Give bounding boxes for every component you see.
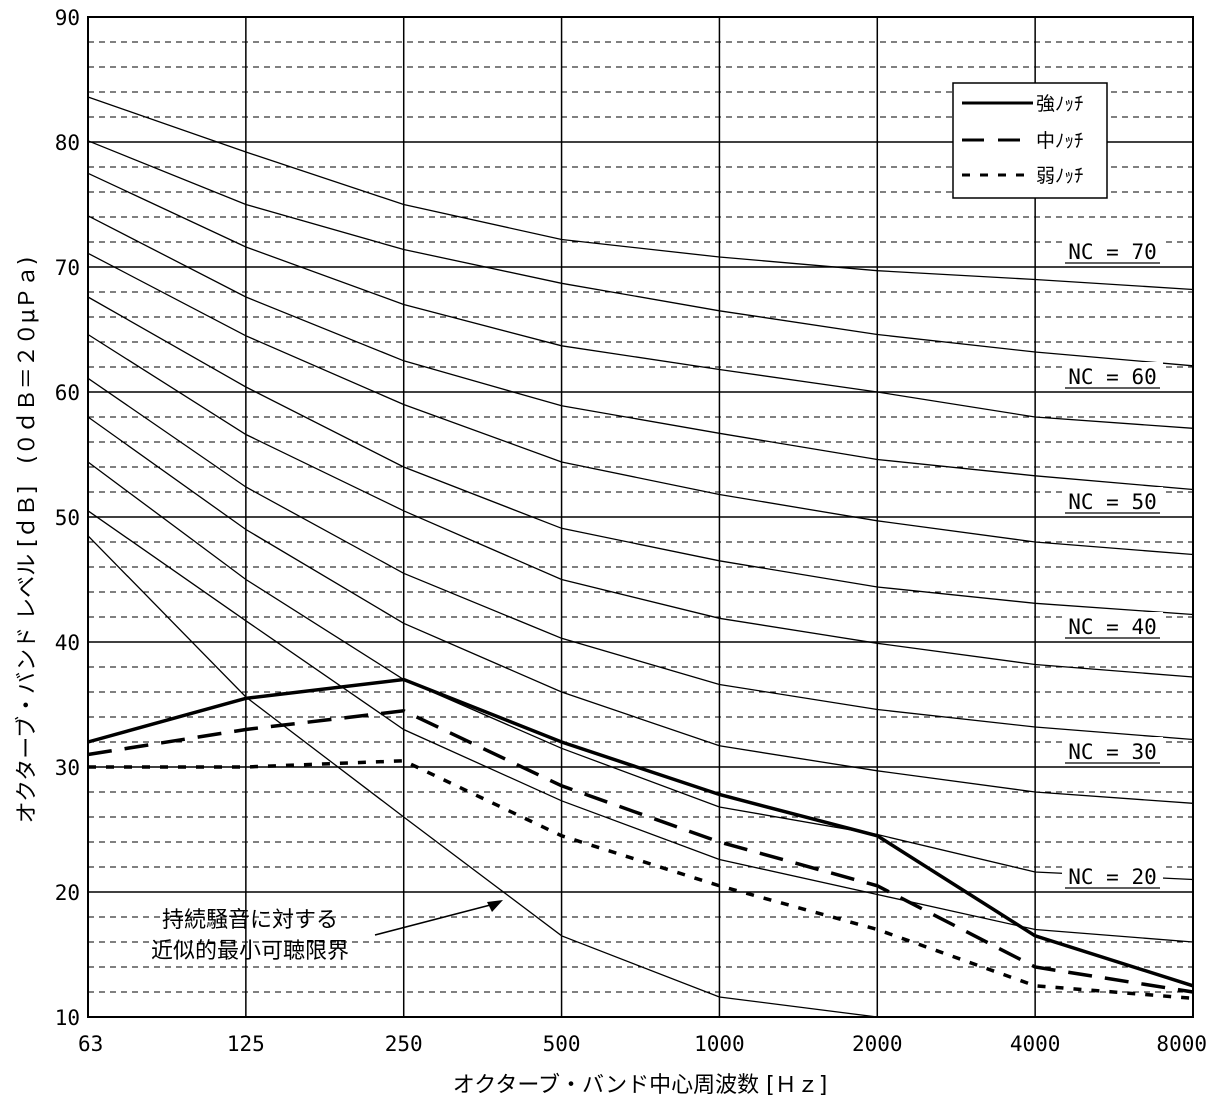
- nc-curve-1: [87, 140, 1194, 367]
- nc-curve-9: [87, 461, 1194, 881]
- nc-curve-8: [87, 416, 1194, 804]
- annotation-line-2: 近似的最小可聴限界: [151, 939, 349, 964]
- y-tick-label: 50: [55, 506, 80, 530]
- y-tick-label: 90: [55, 6, 80, 30]
- nc-label: NC = 40: [1068, 615, 1157, 639]
- x-axis-label: オクターブ・バンド中心周波数 [Ｈｚ]: [453, 1073, 828, 1098]
- x-tick-label: 2000: [852, 1032, 903, 1056]
- nc-label: NC = 60: [1068, 365, 1157, 389]
- y-tick-label: 30: [55, 756, 80, 780]
- y-tick-label: 20: [55, 881, 80, 905]
- nc-label-backdrop: [1062, 612, 1163, 638]
- nc-label-backdrop: [1062, 362, 1163, 388]
- nc-curves: [87, 96, 1194, 1018]
- nc-curve-6: [87, 333, 1194, 678]
- plot-frame: [87, 16, 1194, 1018]
- notch-series: [87, 677, 1194, 1001]
- nc-curve-2: [87, 172, 1194, 429]
- nc-label: NC = 50: [1068, 490, 1157, 514]
- nc-label-backdrop: [1062, 862, 1163, 888]
- nc-label: NC = 30: [1068, 740, 1157, 764]
- nc-label-backdrop: [1062, 737, 1163, 763]
- nc-label: NC = 20: [1068, 865, 1157, 889]
- y-tick-label: 40: [55, 631, 80, 655]
- y-tick-label: 70: [55, 256, 80, 280]
- legend: 強ﾉｯﾁ 中ﾉｯﾁ 弱ﾉｯﾁ: [952, 82, 1108, 199]
- series-long-dash: [87, 709, 1194, 994]
- vertical-gridlines: [245, 17, 1036, 1017]
- annotation-arrow: [374, 902, 499, 936]
- x-tick-label: 500: [543, 1032, 581, 1056]
- legend-label-strong: 強ﾉｯﾁ: [1036, 93, 1084, 115]
- nc-label-backdrop: [1062, 237, 1163, 263]
- nc-curve-7: [87, 377, 1194, 741]
- legend-label-medium: 中ﾉｯﾁ: [1036, 130, 1084, 152]
- nc-curve-5: [87, 296, 1194, 616]
- x-tick-label: 8000: [1156, 1032, 1207, 1056]
- annotation-line-1: 持続騒音に対する: [162, 908, 338, 933]
- x-tick-label: 1000: [694, 1032, 745, 1056]
- y-tick-label: 10: [55, 1006, 80, 1030]
- minor-gridlines: [88, 41, 1193, 993]
- nc-curve-11: [87, 535, 878, 1018]
- legend-label-weak: 弱ﾉｯﾁ: [1036, 165, 1084, 187]
- nc-curve-4: [87, 252, 1194, 556]
- y-tick-labels: 10 20 30 40 50 60 70 80 90: [55, 6, 80, 1030]
- nc-label: NC = 70: [1068, 240, 1157, 264]
- nc-curve-10: [87, 510, 1194, 943]
- series-solid: [87, 677, 1194, 988]
- x-tick-label: 125: [227, 1032, 265, 1056]
- y-axis-label: オクターブ・バンド レベル [ｄＢ] (０ｄＢ＝２０μＰａ): [15, 257, 40, 824]
- y-tick-label: 60: [55, 381, 80, 405]
- y-tick-label: 80: [55, 131, 80, 155]
- x-tick-label: 63: [78, 1032, 103, 1056]
- nc-label-backdrop: [1062, 487, 1163, 513]
- hearing-threshold-annotation: 持続騒音に対する 近似的最小可聴限界: [151, 900, 503, 964]
- annotation-arrowhead: [487, 900, 503, 912]
- nc-labels: NC = 70 NC = 60 NC = 50 NC = 40 NC = 30 NC = …: [1062, 237, 1163, 889]
- x-tick-labels: 63 125 250 500 1000 2000 4000 8000: [78, 1032, 1207, 1056]
- nc-curve-0: [87, 96, 1194, 291]
- x-tick-label: 4000: [1010, 1032, 1061, 1056]
- nc-curve-3: [87, 215, 1194, 491]
- series-short-dash: [88, 759, 1194, 1001]
- x-tick-label: 250: [385, 1032, 423, 1056]
